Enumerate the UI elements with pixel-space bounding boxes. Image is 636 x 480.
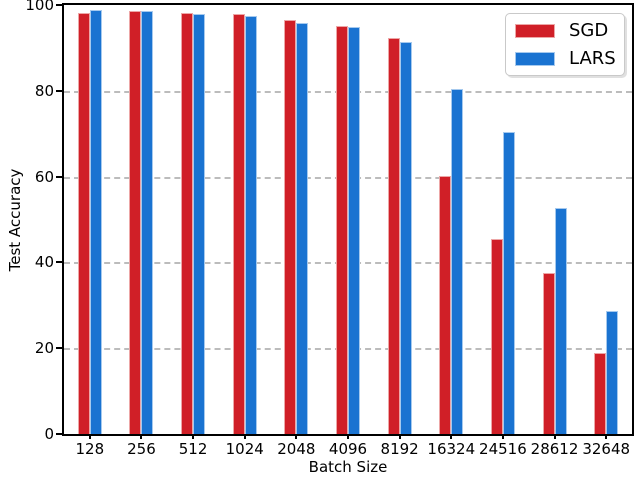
bar-sgd-1024 (232, 14, 245, 434)
x-tick-label-128: 128 (75, 440, 105, 458)
x-tick-label-32648: 32648 (582, 440, 631, 458)
x-tick-label-256: 256 (127, 440, 156, 458)
bar-sgd-256 (129, 11, 142, 434)
x-tick-label-8192: 8192 (380, 440, 419, 458)
bar-sgd-28612 (542, 273, 555, 434)
x-tick (243, 434, 246, 439)
x-tick-label-2048: 2048 (277, 440, 316, 458)
plot-area (64, 5, 632, 434)
bar-sgd-512 (181, 12, 194, 434)
bar-sgd-24516 (490, 239, 503, 434)
legend-item-lars: LARS (506, 49, 624, 68)
y-tick (56, 347, 62, 350)
x-tick (88, 434, 91, 439)
bar-lars-28612 (554, 208, 567, 434)
x-tick-label-512: 512 (178, 440, 208, 458)
bar-lars-8192 (399, 42, 412, 434)
x-tick (398, 434, 401, 439)
x-tick-label-28612: 28612 (530, 440, 579, 458)
bar-lars-256 (141, 11, 154, 434)
legend-item-sgd: SGD (506, 21, 624, 40)
x-tick (501, 434, 504, 439)
x-tick (140, 434, 143, 439)
y-tick-label: 20 (34, 339, 54, 358)
y-tick-label: 0 (44, 425, 54, 443)
y-tick (56, 261, 62, 264)
x-tick (295, 434, 298, 439)
x-tick-label-16324: 16324 (427, 440, 476, 458)
legend-swatch-lars (515, 51, 555, 66)
y-tick (56, 4, 62, 6)
y-tick (56, 89, 62, 92)
bar-lars-4096 (348, 26, 360, 434)
x-tick (605, 434, 608, 439)
x-axis-title: Batch Size (308, 458, 388, 476)
x-tick (450, 434, 453, 439)
y-tick-label: 100 (25, 0, 54, 14)
bar-sgd-32648 (594, 352, 607, 434)
bar-sgd-128 (77, 12, 90, 434)
bar-lars-32648 (606, 310, 619, 434)
bar-sgd-2048 (284, 20, 297, 434)
bar-lars-512 (193, 14, 206, 434)
x-tick-label-4096: 4096 (328, 440, 368, 458)
legend-label-lars: LARS (569, 48, 616, 69)
y-tick-label: 80 (34, 81, 54, 100)
legend: SGD LARS (505, 13, 625, 76)
bar-sgd-16324 (439, 175, 452, 434)
x-tick (347, 434, 349, 439)
legend-label-sgd: SGD (569, 20, 609, 41)
legend-swatch-sgd (515, 23, 555, 38)
x-tick-label-1024: 1024 (225, 440, 264, 458)
y-tick-label: 40 (34, 253, 54, 272)
bar-sgd-4096 (336, 25, 348, 434)
y-tick (56, 175, 62, 178)
bar-sgd-8192 (387, 37, 400, 434)
x-tick-label-24516: 24516 (479, 440, 527, 458)
x-tick (192, 434, 195, 439)
bar-lars-2048 (296, 22, 309, 434)
bar-lars-128 (89, 10, 102, 434)
bar-lars-1024 (244, 15, 257, 434)
bar-lars-24516 (502, 131, 515, 434)
bar-lars-16324 (451, 88, 464, 434)
y-tick (56, 433, 62, 435)
x-tick (553, 434, 556, 439)
y-tick-label: 60 (34, 167, 54, 186)
